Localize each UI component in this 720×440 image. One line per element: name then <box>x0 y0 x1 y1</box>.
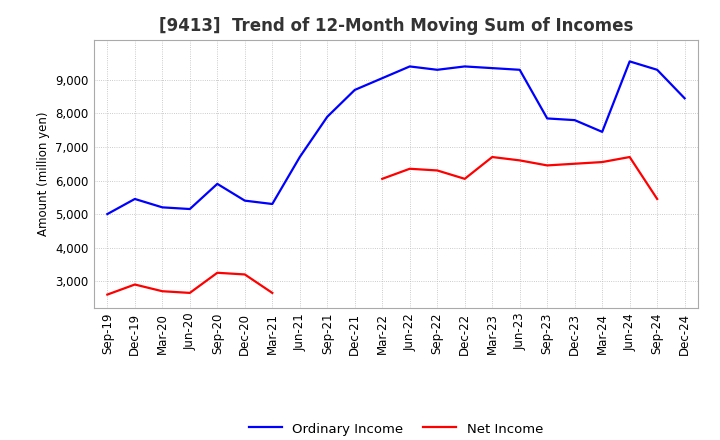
Ordinary Income <box>570 117 579 123</box>
Ordinary Income <box>433 67 441 73</box>
Ordinary Income <box>240 198 249 203</box>
Ordinary Income <box>626 59 634 64</box>
Y-axis label: Amount (million yen): Amount (million yen) <box>37 112 50 236</box>
Ordinary Income <box>186 206 194 212</box>
Net Income <box>240 272 249 277</box>
Ordinary Income <box>680 95 689 101</box>
Legend: Ordinary Income, Net Income: Ordinary Income, Net Income <box>243 417 549 440</box>
Net Income <box>268 290 276 296</box>
Ordinary Income <box>323 114 332 119</box>
Net Income <box>103 292 112 297</box>
Net Income <box>130 282 139 287</box>
Ordinary Income <box>130 196 139 202</box>
Line: Net Income: Net Income <box>107 273 272 295</box>
Ordinary Income <box>103 211 112 216</box>
Ordinary Income <box>460 64 469 69</box>
Ordinary Income <box>213 181 222 187</box>
Ordinary Income <box>351 87 359 92</box>
Ordinary Income <box>598 129 606 135</box>
Ordinary Income <box>295 154 304 160</box>
Net Income <box>213 270 222 275</box>
Ordinary Income <box>653 67 662 73</box>
Ordinary Income <box>158 205 166 210</box>
Ordinary Income <box>268 202 276 207</box>
Ordinary Income <box>516 67 524 73</box>
Ordinary Income <box>405 64 414 69</box>
Net Income <box>186 290 194 296</box>
Ordinary Income <box>543 116 552 121</box>
Ordinary Income <box>488 66 497 71</box>
Ordinary Income <box>378 76 387 81</box>
Title: [9413]  Trend of 12-Month Moving Sum of Incomes: [9413] Trend of 12-Month Moving Sum of I… <box>159 17 633 35</box>
Line: Ordinary Income: Ordinary Income <box>107 62 685 214</box>
Net Income <box>158 289 166 294</box>
